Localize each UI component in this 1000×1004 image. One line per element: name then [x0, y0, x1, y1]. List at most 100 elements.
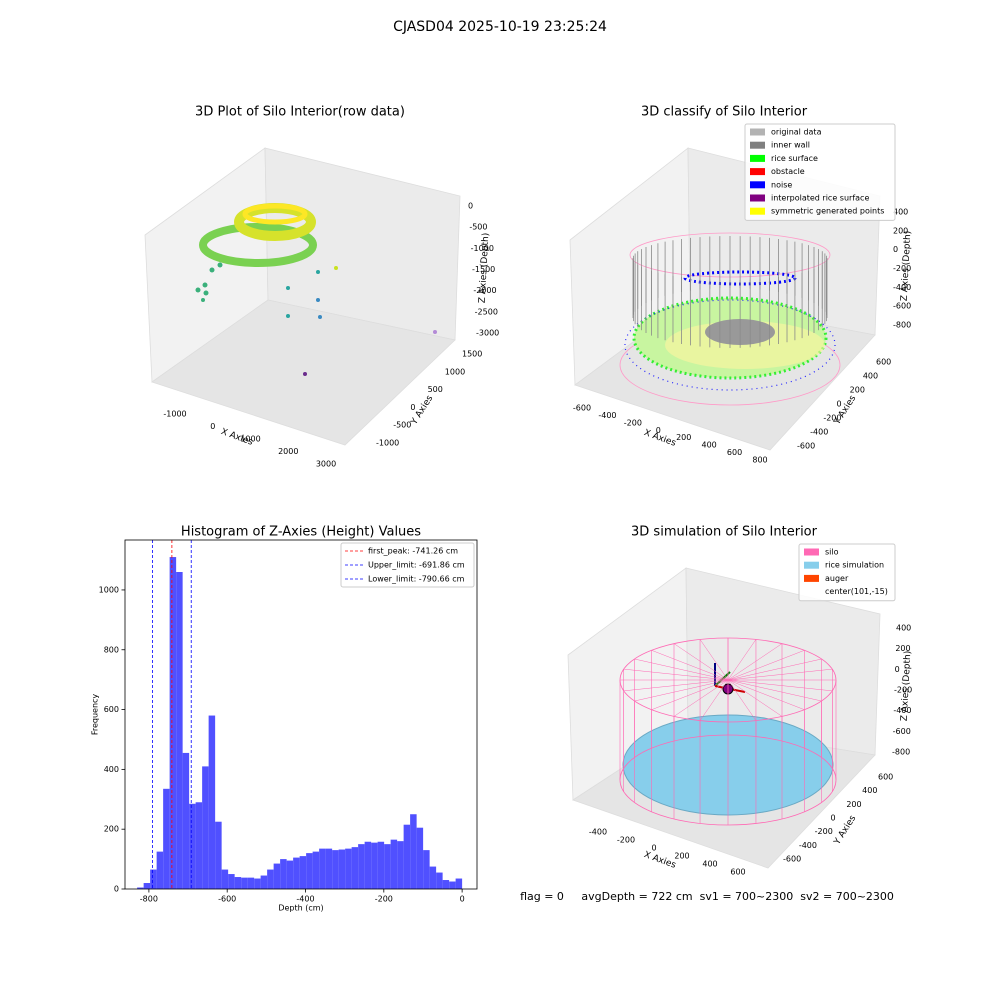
silo-line — [727, 650, 805, 681]
x-tick-label: -200 — [375, 895, 393, 904]
bar — [319, 848, 326, 889]
bar — [364, 841, 372, 889]
y-tick-label: -1000 — [376, 439, 399, 448]
y-axis-label: Y Axies — [832, 814, 858, 848]
silo-line — [699, 639, 729, 681]
bar — [358, 844, 365, 889]
x-tick-label: 2000 — [278, 447, 298, 456]
z-tick-label: -1500 — [472, 265, 495, 274]
legend-swatch — [804, 548, 819, 556]
chart-title: 3D simulation of Silo Interior — [631, 525, 818, 540]
legend-label: silo — [825, 548, 839, 557]
legend-box — [340, 542, 475, 588]
z-tick-label: 200 — [893, 226, 908, 235]
x-tick-label: 0 — [656, 426, 661, 435]
y-tick-label: 200 — [104, 825, 119, 834]
bar — [280, 859, 287, 889]
bar — [332, 850, 339, 889]
y-tick-label: -600 — [783, 855, 801, 864]
chart-title: 3D classify of Silo Interior — [641, 105, 808, 120]
z-tick-label: -600 — [893, 302, 911, 311]
x-tick-label: 600 — [727, 448, 742, 457]
bar — [306, 853, 313, 889]
x-tick-label: -400 — [598, 411, 616, 420]
x-tick-label: -400 — [589, 828, 607, 837]
bar — [397, 841, 404, 889]
y-tick-label: -400 — [810, 428, 828, 437]
bar — [429, 866, 437, 889]
bar — [273, 863, 281, 889]
bar — [163, 788, 170, 889]
silo-line — [623, 668, 729, 681]
z-tick-label: -3000 — [476, 329, 499, 338]
bar — [345, 848, 352, 889]
bar — [208, 715, 216, 889]
y-tick-label: 800 — [104, 645, 119, 654]
z-tick-label: -800 — [893, 321, 911, 330]
bar — [260, 875, 268, 889]
suptitle: CJASD04 2025-10-19 23:25:24 — [393, 19, 607, 35]
z-tick-label: -1000 — [471, 244, 494, 253]
y-tick-label: 400 — [862, 786, 877, 795]
legend-label: original data — [771, 128, 822, 137]
z-axis-label: Z Axies (Depth) — [900, 231, 914, 302]
z-tick-label: 400 — [893, 208, 908, 217]
bar — [293, 857, 300, 889]
legend-swatch — [750, 207, 765, 215]
legend-swatch — [804, 561, 819, 569]
bar — [189, 803, 196, 889]
bar — [377, 841, 385, 889]
legend-label: Lower_limit: -790.66 cm — [368, 575, 465, 584]
x-tick-label: 600 — [730, 868, 745, 877]
bar — [150, 869, 157, 889]
bar — [338, 849, 346, 889]
legend-swatch — [750, 181, 765, 189]
x-axis-label: X Axies — [642, 850, 677, 871]
x-tick-label: -600 — [218, 895, 236, 904]
bar — [215, 821, 222, 889]
bar — [384, 844, 391, 889]
silo-line — [673, 643, 729, 681]
silo-line — [673, 679, 729, 717]
y-tick-label: -600 — [797, 442, 815, 451]
legend-label: rice surface — [771, 154, 818, 163]
z-tick-label: -500 — [469, 223, 487, 232]
x-tick-label: -600 — [573, 404, 591, 413]
silo-line — [727, 679, 757, 721]
z-tick-label: -400 — [893, 706, 911, 715]
x-tick-label: -200 — [624, 418, 642, 427]
classified-cloud — [619, 232, 841, 406]
legend-swatch — [750, 128, 765, 136]
x-tick-label: 800 — [752, 456, 767, 465]
x-tick-label: 3000 — [316, 460, 336, 469]
y-tick-label: 1000 — [99, 585, 119, 594]
z-tick-label: -400 — [893, 283, 911, 292]
silo-line — [727, 679, 783, 717]
silo-simulation — [619, 637, 837, 826]
bar — [299, 856, 307, 889]
x-tick-label: 200 — [674, 852, 689, 861]
silo-line — [634, 679, 729, 702]
y-tick-label: 0 — [831, 814, 836, 823]
y-tick-label: 600 — [878, 773, 893, 782]
legend-swatch — [750, 141, 765, 149]
bar — [436, 872, 443, 889]
bar — [267, 869, 274, 889]
z-tick-label: -600 — [893, 727, 911, 736]
x-tick-label: 0 — [460, 895, 465, 904]
z-tick-label: -200 — [894, 686, 912, 695]
bar — [416, 827, 424, 889]
z-axis-label: Z Axies (Depth) — [478, 233, 492, 304]
bar — [286, 860, 294, 889]
y-tick-label: -500 — [393, 421, 411, 430]
chart-title: 3D Plot of Silo Interior(row data) — [195, 105, 405, 120]
y-tick-label: 200 — [850, 386, 865, 395]
x-tick-label: 1000 — [240, 435, 260, 444]
bar — [351, 847, 359, 889]
z-tick-label: 0 — [895, 665, 900, 674]
bar — [455, 878, 463, 889]
x-tick-label: -400 — [296, 895, 314, 904]
silo-line — [727, 658, 822, 681]
y-axis-label: Frequency — [91, 694, 100, 736]
